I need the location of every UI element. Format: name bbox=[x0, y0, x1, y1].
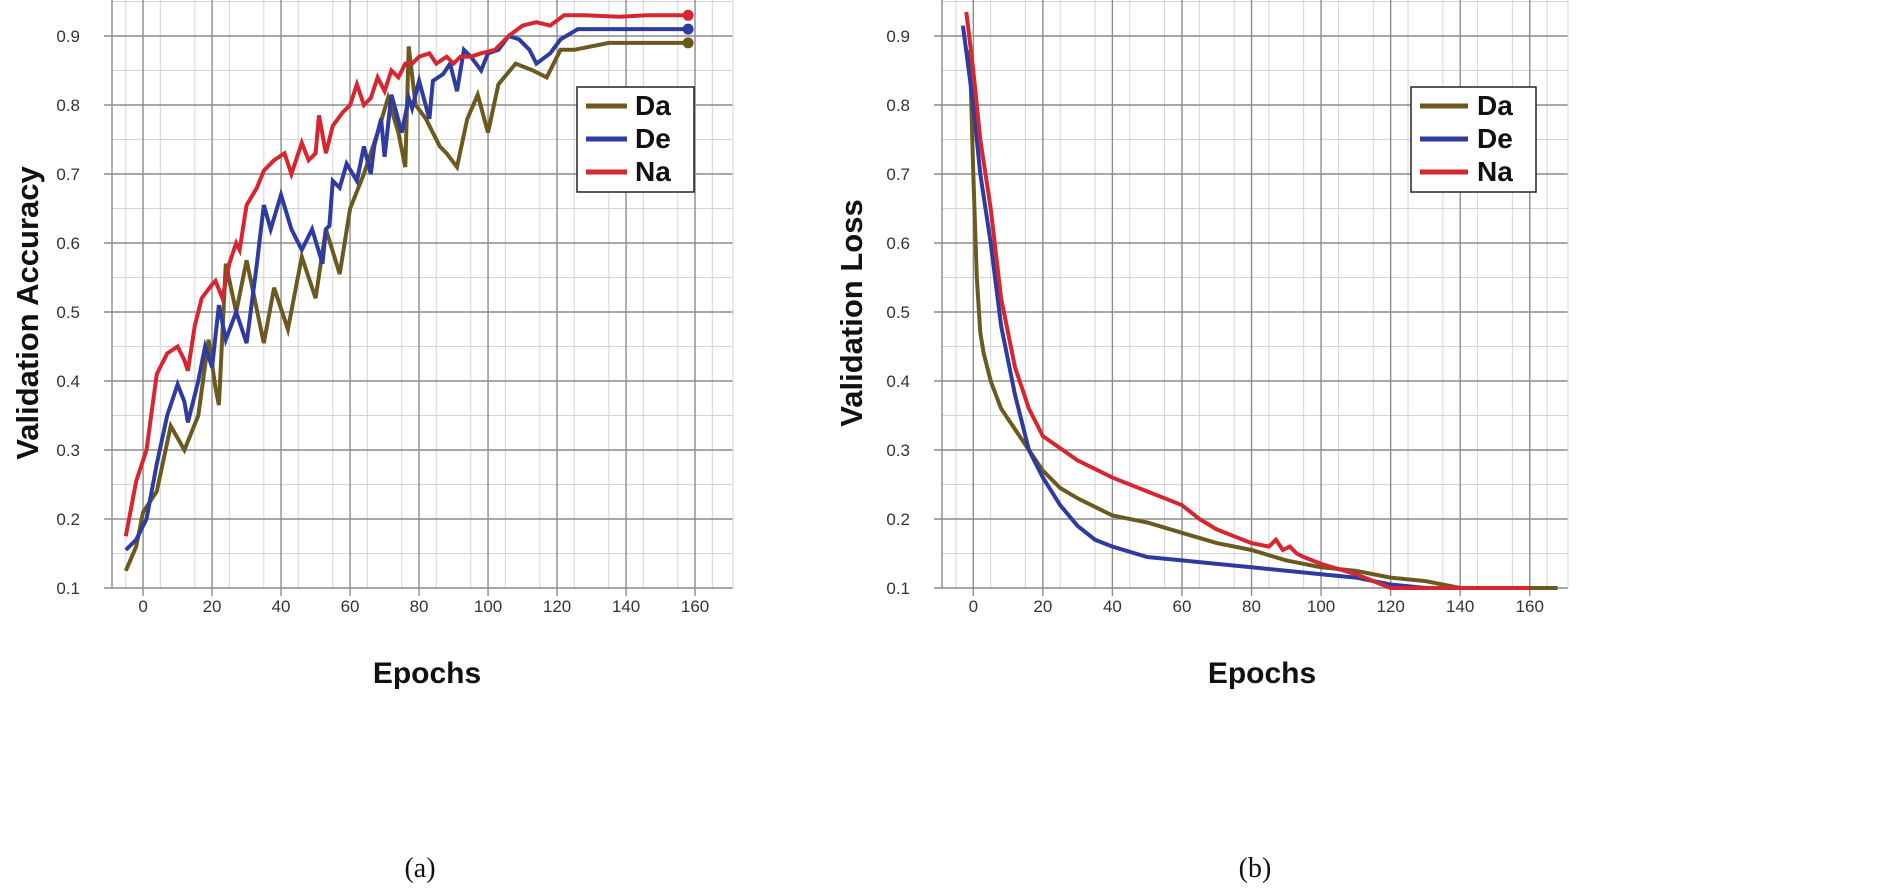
panel-b-grid bbox=[934, 0, 1569, 596]
panel-a-series-end-marker-da bbox=[682, 37, 694, 49]
panel-a-legend: Da De Na bbox=[576, 86, 695, 193]
panel-a-legend-label-de: De bbox=[635, 123, 671, 154]
panel-b-y-tick-label: 0.7 bbox=[886, 165, 910, 184]
panel-b-x-tick-label: 140 bbox=[1446, 597, 1474, 616]
panel-a-y-tick-label: 0.5 bbox=[56, 303, 80, 322]
panel-b-y-tick-label: 0.8 bbox=[886, 96, 910, 115]
panel-b-x-tick-label: 160 bbox=[1516, 597, 1544, 616]
panel-a-series bbox=[123, 9, 694, 572]
panel-b-series bbox=[960, 11, 1558, 590]
panel-b-legend-label-de: De bbox=[1477, 123, 1513, 154]
panel-b-y-tick-label: 0.5 bbox=[886, 303, 910, 322]
panel-a-legend-label-da: Da bbox=[635, 90, 671, 121]
panel-a-legend-label-na: Na bbox=[635, 156, 671, 187]
panel-b-x-tick-label: 20 bbox=[1033, 597, 1052, 616]
panel-a-x-tick-label: 80 bbox=[410, 597, 429, 616]
panel-b-x-tick-label: 40 bbox=[1103, 597, 1122, 616]
panel-a-y-tick-label: 0.3 bbox=[56, 441, 80, 460]
panel-b-y-ticks: 0.1 0.2 0.3 0.4 0.5 0.6 0.7 0.8 0.9 bbox=[886, 27, 910, 598]
panel-a-x-tick-label: 20 bbox=[203, 597, 222, 616]
panel-b-caption: (b) bbox=[1239, 853, 1272, 884]
panel-b-legend-label-da: Da bbox=[1477, 90, 1513, 121]
panel-a-series-end-marker-na bbox=[682, 9, 694, 21]
panel-a-y-tick-label: 0.2 bbox=[56, 510, 80, 529]
panel-a-y-ticks: 0.1 0.2 0.3 0.4 0.5 0.6 0.7 0.8 0.9 bbox=[56, 27, 80, 598]
panel-b-legend: Da De Na bbox=[1410, 86, 1537, 193]
panel-a-y-tick-label: 0.1 bbox=[56, 579, 80, 598]
panel-b-x-tick-label: 60 bbox=[1173, 597, 1192, 616]
panel-a-x-tick-label: 140 bbox=[612, 597, 640, 616]
panel-a-y-tick-label: 0.4 bbox=[56, 372, 80, 391]
panel-a-y-tick-label: 0.6 bbox=[56, 234, 80, 253]
panel-b-y-tick-label: 0.4 bbox=[886, 372, 910, 391]
panel-a-y-tick-label: 0.8 bbox=[56, 96, 80, 115]
panel-a-grid bbox=[104, 0, 734, 596]
panel-a-caption: (a) bbox=[404, 853, 435, 884]
panel-a-x-tick-label: 40 bbox=[272, 597, 291, 616]
panel-a-series-line-da bbox=[123, 40, 689, 572]
panel-b-y-tick-label: 0.1 bbox=[886, 579, 910, 598]
panel-a-y-tick-label: 0.7 bbox=[56, 165, 80, 184]
panel-b-legend-label-na: Na bbox=[1477, 156, 1513, 187]
panel-b-x-axis-title: Epochs bbox=[1208, 657, 1316, 690]
panel-b-y-tick-label: 0.3 bbox=[886, 441, 910, 460]
panel-b-x-tick-label: 0 bbox=[969, 597, 978, 616]
panel-b-x-tick-label: 100 bbox=[1307, 597, 1335, 616]
panel-b-x-tick-label: 80 bbox=[1242, 597, 1261, 616]
panel-b-y-tick-label: 0.6 bbox=[886, 234, 910, 253]
panel-a-x-tick-label: 60 bbox=[341, 597, 360, 616]
panel-a-x-axis-title: Epochs bbox=[373, 657, 481, 690]
panel-a-y-tick-label: 0.9 bbox=[56, 27, 80, 46]
panel-a-series-end-marker-de bbox=[682, 23, 694, 35]
panel-b-y-axis-title: Validation Loss bbox=[834, 199, 869, 426]
panel-a-y-axis-title: Validation Accuracy bbox=[10, 166, 45, 460]
panel-b-series-line-na bbox=[964, 11, 1530, 590]
panel-a-x-tick-label: 120 bbox=[543, 597, 571, 616]
panel-b-x-ticks: 0 20 40 60 80 100 120 140 160 bbox=[969, 597, 1544, 616]
panel-a-series-line-na bbox=[123, 13, 689, 537]
panel-b-y-tick-label: 0.2 bbox=[886, 510, 910, 529]
panel-a-x-ticks: 0 20 40 60 80 100 120 140 160 bbox=[138, 597, 709, 616]
panel-b-x-tick-label: 120 bbox=[1376, 597, 1404, 616]
panel-a-x-tick-label: 0 bbox=[138, 597, 147, 616]
panel-b-y-tick-label: 0.9 bbox=[886, 27, 910, 46]
panel-a-x-tick-label: 100 bbox=[474, 597, 502, 616]
panel-b: 0 20 40 60 80 100 120 140 160 0.1 0.2 0.3 0.4 0.5 0.6… bbox=[834, 0, 1569, 884]
panel-a-x-tick-label: 160 bbox=[681, 597, 709, 616]
panel-a: 0 20 40 60 80 100 120 140 160 0.1 0.2 0.3 0.4 0.5 0.6… bbox=[10, 0, 734, 884]
panel-b-series-line-da bbox=[967, 49, 1558, 590]
